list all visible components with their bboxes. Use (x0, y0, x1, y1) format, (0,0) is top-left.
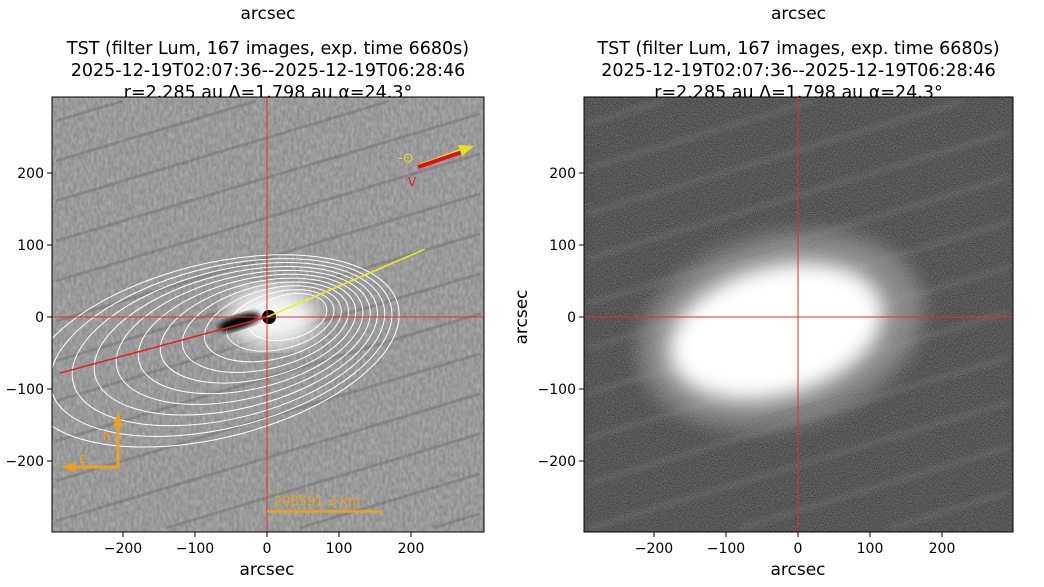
streak (298, 472, 481, 530)
x-tick-label: 100 (326, 541, 353, 557)
x-tick-label: −200 (635, 541, 673, 557)
top-axis-label: arcsec (240, 4, 295, 24)
velocity-label: V (408, 175, 417, 189)
x-axis-label: arcsec (239, 560, 294, 580)
x-tick-label: −100 (707, 541, 745, 557)
y-tick-label: 100 (549, 238, 576, 254)
left-panel-enhanced: arcsec TST (filter Lum, 167 images, exp. … (6, 4, 485, 580)
streak (588, 399, 1010, 531)
streak (587, 98, 964, 216)
x-axis-label: arcsec (770, 560, 825, 580)
streak (55, 99, 124, 123)
title-line: TST (filter Lum, 167 images, exp. time 6… (596, 39, 999, 59)
streak (738, 444, 1010, 531)
x-tick-label: 100 (857, 541, 884, 557)
coma-core (668, 262, 884, 401)
right-panel-raw: arcsec TST (filter Lum, 167 images, exp. … (512, 4, 1014, 580)
velocity-arrow (417, 150, 463, 169)
streak (165, 432, 481, 530)
x-tick-label: −200 (104, 541, 142, 557)
y-tick-label: −200 (6, 454, 44, 470)
y-axis-label: arcsec (512, 289, 532, 344)
contour (203, 285, 342, 363)
contour (225, 289, 335, 352)
y-tick-label: 200 (17, 166, 44, 182)
contour (71, 262, 386, 427)
sun-direction-label: -⊙ (398, 151, 414, 166)
contour (137, 273, 364, 395)
title-line: 2025-12-19T02:07:36--2025-12-19T06:28:46 (71, 61, 466, 81)
streak (432, 512, 481, 530)
contour (52, 258, 393, 437)
x-tick-label: −100 (176, 541, 214, 557)
streak (55, 112, 481, 243)
scale-bar-label: 208591.3 km (274, 494, 360, 509)
x-tick-label: 0 (794, 541, 803, 557)
contour (115, 269, 371, 405)
y-tick-label: 200 (549, 166, 576, 182)
streak (55, 152, 481, 283)
antisolar-direction-line (59, 316, 268, 374)
x-tick-label: 200 (398, 541, 425, 557)
y-tick-label: −200 (538, 454, 576, 470)
y-tick-label: −100 (538, 382, 576, 398)
top-axis-label: arcsec (771, 4, 826, 24)
y-tick-label: 100 (17, 238, 44, 254)
north-label: N (103, 430, 111, 443)
contour (93, 265, 378, 416)
velocity-direction-line (266, 248, 425, 318)
streak (55, 192, 481, 323)
streak (587, 98, 664, 126)
y-tick-label: 0 (567, 310, 576, 326)
contour (247, 293, 328, 341)
north-arrowhead (113, 412, 123, 426)
x-tick-label: 200 (929, 541, 956, 557)
arrow-head (458, 145, 474, 156)
y-tick-label: −100 (6, 382, 44, 398)
x-tick-label: 0 (263, 541, 272, 557)
east-arrowhead (61, 462, 75, 472)
contour (181, 281, 350, 373)
title-line: 2025-12-19T02:07:36--2025-12-19T06:28:46 (601, 61, 996, 81)
y-tick-label: 0 (35, 310, 44, 326)
streak (55, 99, 257, 163)
streak (888, 489, 1010, 531)
image-area: -⊙ V N E 208591.3 km (52, 97, 484, 532)
streak (587, 98, 814, 171)
image-area (584, 97, 1013, 532)
axes-frame (51, 96, 485, 533)
title-line: TST (filter Lum, 167 images, exp. time 6… (66, 39, 469, 59)
contour (159, 277, 357, 384)
east-label: E (79, 453, 86, 466)
streak (55, 392, 481, 523)
streak (55, 99, 390, 203)
contour (52, 254, 400, 448)
